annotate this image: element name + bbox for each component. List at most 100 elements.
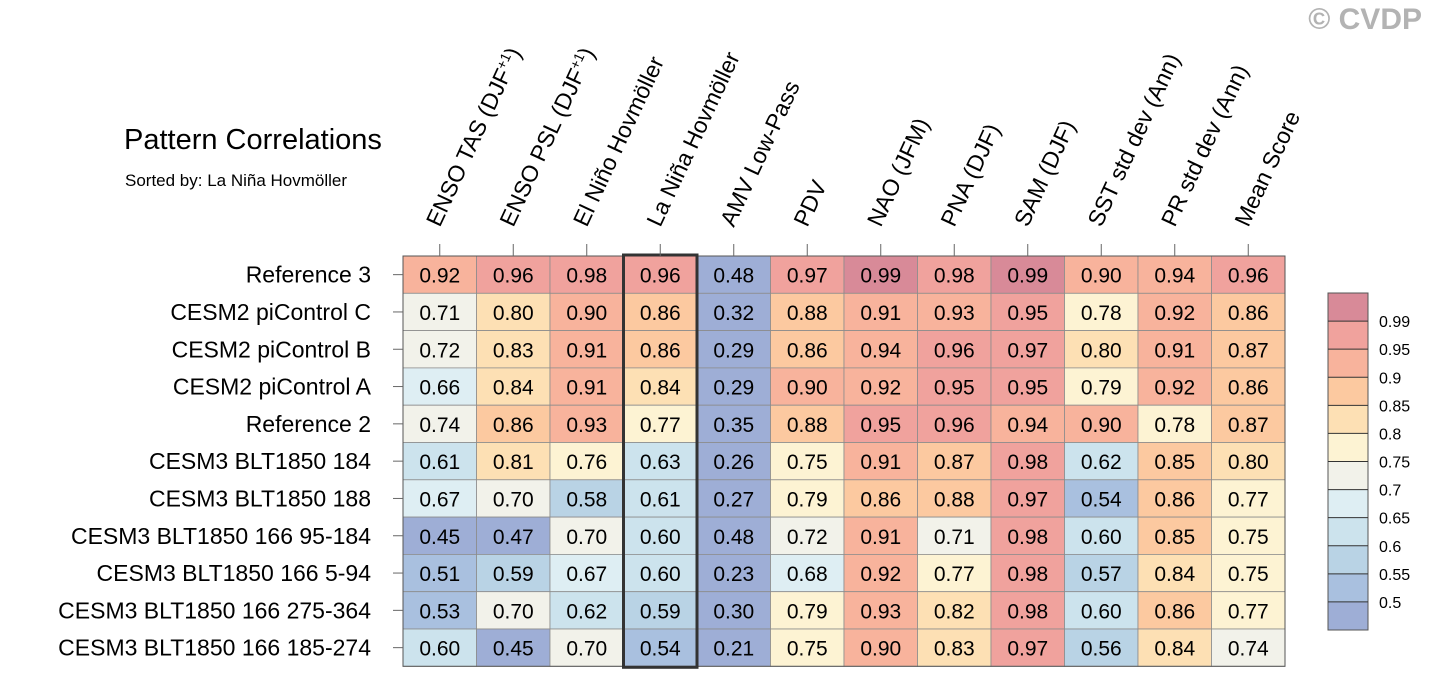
cell-value: 0.70 — [566, 638, 607, 661]
cell-value: 0.71 — [934, 526, 975, 549]
cell-value: 0.61 — [419, 451, 460, 474]
heatmap-cell — [770, 479, 845, 518]
heatmap-cell — [549, 628, 624, 667]
heatmap-cell — [770, 591, 845, 630]
heatmap-cell — [917, 591, 992, 630]
heatmap-cell — [696, 404, 771, 443]
cell-value: 0.47 — [493, 526, 534, 549]
cell-value: 0.48 — [713, 526, 754, 549]
cell-value: 0.91 — [860, 302, 901, 325]
colorbar-label: 0.5 — [1379, 595, 1401, 612]
heatmap-cell — [476, 255, 551, 294]
cell-value: 0.70 — [566, 526, 607, 549]
cell-value: 0.27 — [713, 488, 754, 511]
cell-value: 0.86 — [640, 302, 681, 325]
heatmap-cell — [696, 516, 771, 555]
cell-value: 0.97 — [1007, 339, 1048, 362]
heatmap-cell — [1211, 628, 1286, 667]
heatmap-cell — [402, 442, 477, 481]
cell-value: 0.92 — [419, 265, 460, 288]
colorbar-swatch — [1328, 377, 1368, 406]
cell-value: 0.96 — [493, 265, 534, 288]
column-label-sam-djf: SAM (DJF) — [1009, 116, 1081, 230]
cell-value: 0.60 — [1081, 600, 1122, 623]
cell-value: 0.90 — [860, 638, 901, 661]
cell-value: 0.58 — [566, 488, 607, 511]
cell-value: 0.79 — [1081, 377, 1122, 400]
colorbar-label: 0.9 — [1379, 370, 1401, 387]
cell-value: 0.84 — [1154, 638, 1195, 661]
row-label-cesm3-blt1850-166-95-184: CESM3 BLT1850 166 95-184 — [71, 523, 371, 549]
colorbar-swatch — [1328, 433, 1368, 462]
cell-value: 0.96 — [640, 265, 681, 288]
heatmap-cell — [402, 404, 477, 443]
heatmap-cell — [623, 442, 698, 481]
cell-value: 0.67 — [419, 488, 460, 511]
heatmap-cell — [917, 442, 992, 481]
cell-value: 0.83 — [493, 339, 534, 362]
row-label-cesm2-picontrol-b: CESM2 piControl B — [172, 336, 371, 362]
column-label-mean-score: Mean Score — [1229, 107, 1305, 230]
heatmap-cell — [1211, 516, 1286, 555]
cell-value: 0.86 — [860, 488, 901, 511]
cell-value: 0.87 — [1228, 414, 1269, 437]
cell-value: 0.91 — [860, 451, 901, 474]
cell-value: 0.98 — [566, 265, 607, 288]
cell-value: 0.77 — [934, 563, 975, 586]
cell-value: 0.80 — [1228, 451, 1269, 474]
column-label-pna-djf: PNA (DJF) — [935, 120, 1005, 231]
colorbar-label: 0.99 — [1379, 314, 1410, 331]
heatmap-cell — [1137, 442, 1212, 481]
colorbar-label: 0.85 — [1379, 398, 1410, 415]
cell-value: 0.91 — [566, 339, 607, 362]
cell-value: 0.99 — [860, 265, 901, 288]
cell-value: 0.91 — [1154, 339, 1195, 362]
heatmap-cell — [1137, 516, 1212, 555]
heatmap-cell — [917, 404, 992, 443]
colorbar-label: 0.6 — [1379, 539, 1401, 556]
colorbar-swatch — [1328, 573, 1368, 602]
heatmap-cell — [843, 442, 918, 481]
cell-value: 0.23 — [713, 563, 754, 586]
cell-value: 0.59 — [493, 563, 534, 586]
cell-value: 0.75 — [787, 638, 828, 661]
cell-value: 0.95 — [860, 414, 901, 437]
cell-value: 0.59 — [640, 600, 681, 623]
cell-value: 0.78 — [1081, 302, 1122, 325]
cell-value: 0.32 — [713, 302, 754, 325]
heatmap-cell — [917, 516, 992, 555]
row-label-reference-2: Reference 2 — [246, 411, 371, 437]
cell-value: 0.86 — [1154, 600, 1195, 623]
cell-value: 0.77 — [1228, 600, 1269, 623]
cell-value: 0.95 — [1007, 377, 1048, 400]
cell-value: 0.60 — [640, 526, 681, 549]
heatmap-cell — [1064, 628, 1139, 667]
heatmap-cell — [623, 516, 698, 555]
cell-value: 0.62 — [1081, 451, 1122, 474]
copyright-label: © CVDP — [1308, 3, 1422, 36]
heatmap-cell — [1064, 330, 1139, 369]
heatmap-cell — [1211, 554, 1286, 593]
heatmap-cell — [990, 591, 1065, 630]
heatmap-cell — [1137, 255, 1212, 294]
cell-value: 0.80 — [1081, 339, 1122, 362]
heatmap-cell — [476, 591, 551, 630]
heatmap-cell — [990, 479, 1065, 518]
cell-value: 0.91 — [566, 377, 607, 400]
heatmap-cell — [476, 442, 551, 481]
row-label-cesm3-blt1850-188: CESM3 BLT1850 188 — [149, 485, 371, 511]
column-label-amv-low-pass: AMV Low-Pass — [715, 77, 805, 230]
colorbar-swatch — [1328, 349, 1368, 378]
cell-value: 0.83 — [934, 638, 975, 661]
cell-value: 0.93 — [934, 302, 975, 325]
cell-value: 0.26 — [713, 451, 754, 474]
cell-value: 0.79 — [787, 600, 828, 623]
row-label-cesm3-blt1850-166-275-364: CESM3 BLT1850 166 275-364 — [58, 597, 371, 623]
heatmap-cell — [1137, 404, 1212, 443]
cell-value: 0.71 — [419, 302, 460, 325]
cell-value: 0.97 — [1007, 488, 1048, 511]
heatmap-cell — [696, 442, 771, 481]
cell-value: 0.92 — [1154, 302, 1195, 325]
cell-value: 0.86 — [1154, 488, 1195, 511]
